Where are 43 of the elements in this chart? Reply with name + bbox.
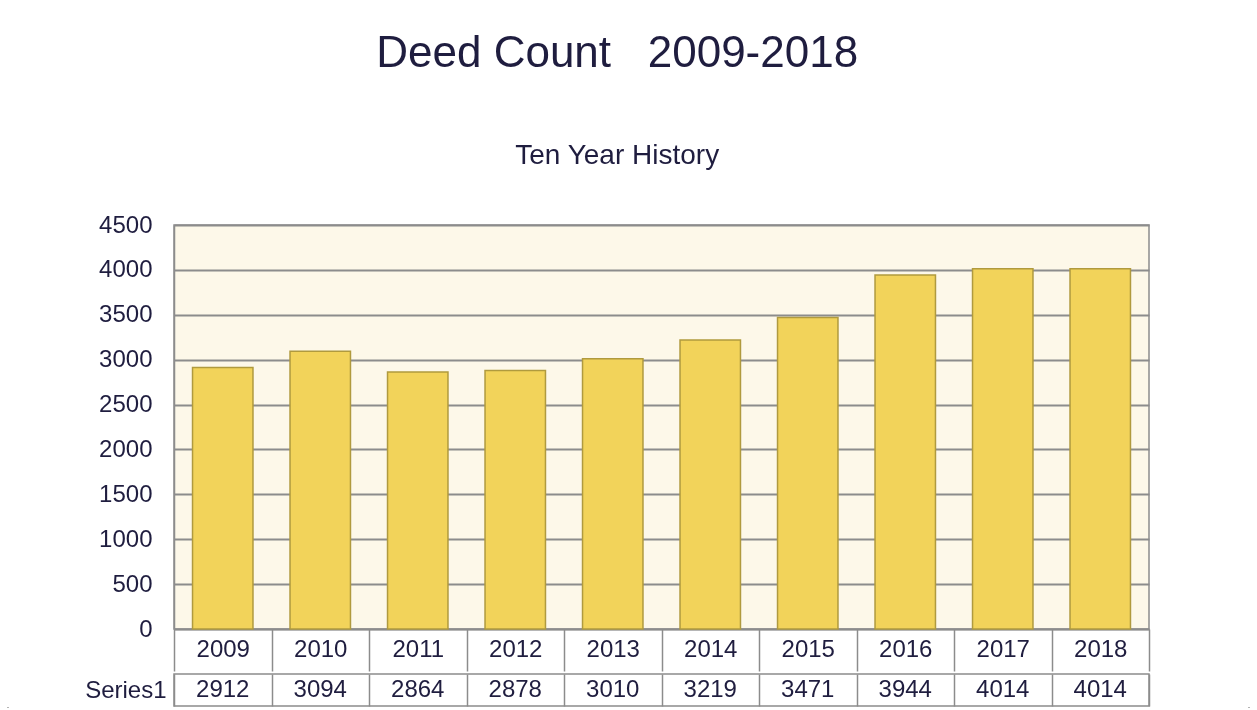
bar: [971, 267, 1034, 630]
y-tick-label: 3500: [99, 300, 153, 328]
y-tick-label: 500: [112, 569, 153, 597]
x-tick-label: 2017: [976, 634, 1030, 662]
x-tick-label: 2012: [489, 634, 543, 662]
text: Series1: [85, 675, 167, 703]
bar: [679, 339, 742, 630]
data-label: 3094: [293, 675, 347, 702]
data-label: 4014: [976, 675, 1030, 702]
y-tick-label: 4000: [99, 255, 153, 283]
chart-title: Deed Count 2009-2018: [376, 27, 859, 77]
bar: [289, 350, 352, 630]
x-tick-label: 2016: [879, 634, 933, 662]
y-tick-label: 1000: [99, 524, 153, 552]
data-label: 4014: [1073, 675, 1127, 702]
y-tick-label: 1500: [99, 479, 153, 507]
x-tick-label: 2014: [684, 634, 738, 662]
bar: [776, 316, 839, 630]
x-tick-label: 2009: [196, 634, 250, 662]
bar: [484, 369, 547, 630]
y-tick-label: 0: [139, 614, 153, 642]
data-label: 2912: [196, 675, 250, 702]
x-tick-label: 2010: [294, 634, 348, 662]
bar: [1069, 267, 1132, 630]
data-label: 3219: [683, 675, 737, 702]
y-tick-label: 3000: [99, 345, 153, 373]
bar: [874, 274, 937, 630]
x-tick-label: 2018: [1074, 634, 1128, 662]
bar: [581, 358, 644, 630]
y-tick-label: 2000: [99, 434, 153, 462]
bar: [386, 371, 449, 630]
x-tick-label: 2011: [392, 634, 445, 662]
data-label: 3010: [586, 675, 640, 702]
chart-subtitle: Ten Year History: [515, 139, 720, 171]
x-tick-label: 2013: [586, 634, 640, 662]
bar: [191, 366, 254, 630]
data-label: 2864: [391, 675, 445, 702]
data-label: 3944: [878, 675, 932, 702]
data-label: 2878: [488, 675, 542, 702]
y-tick-label: 2500: [99, 390, 153, 418]
x-tick-label: 2015: [781, 634, 835, 662]
data-label: 3471: [781, 675, 835, 702]
y-tick-label: 4500: [99, 210, 153, 238]
